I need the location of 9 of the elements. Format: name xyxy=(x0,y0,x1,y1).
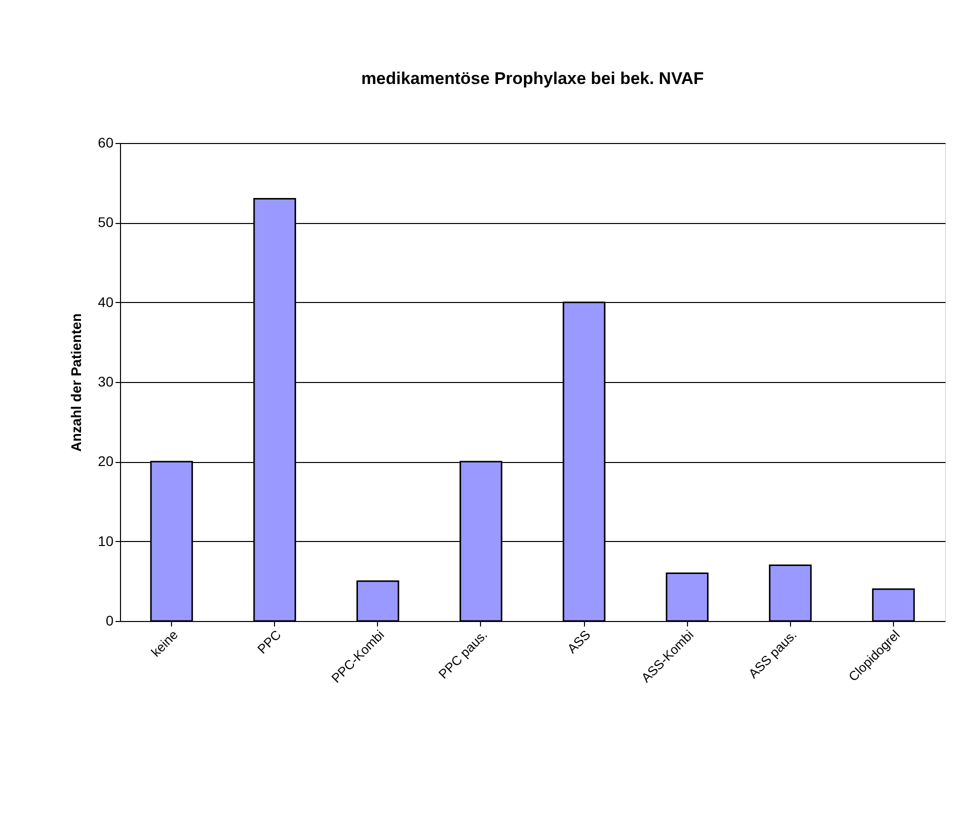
y-tick-label: 50 xyxy=(98,214,114,230)
chart-title: medikamentöse Prophylaxe bei bek. NVAF xyxy=(361,69,704,88)
y-axis-title: Anzahl der Patienten xyxy=(68,313,84,452)
y-tick-label: 10 xyxy=(98,532,114,549)
y-tick-label: 60 xyxy=(98,134,114,150)
y-tick-label: 0 xyxy=(106,612,114,628)
y-tick-label: 40 xyxy=(98,294,114,310)
y-tick-label: 30 xyxy=(98,374,114,390)
y-tick-label: 20 xyxy=(98,453,114,470)
